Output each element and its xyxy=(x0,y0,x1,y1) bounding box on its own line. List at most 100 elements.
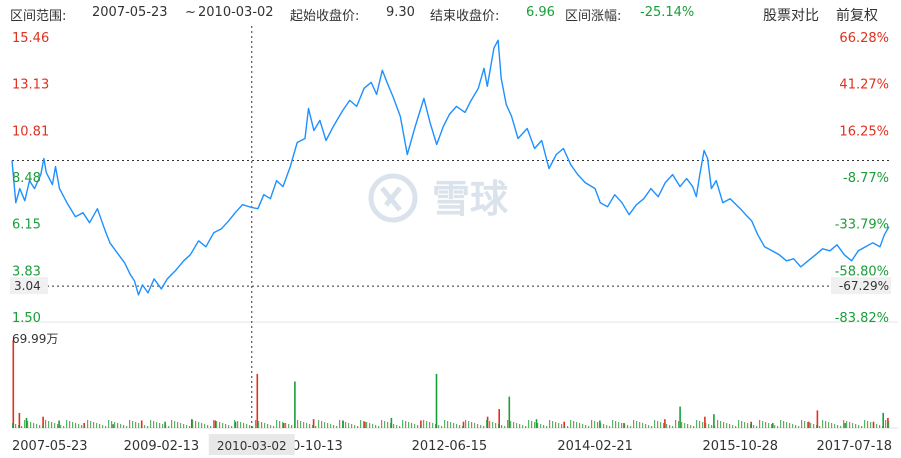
volume-bar xyxy=(867,421,869,428)
volume-bar xyxy=(60,425,62,428)
volume-bar xyxy=(549,420,551,428)
volume-bar xyxy=(417,425,419,428)
volume-bar xyxy=(492,422,494,428)
volume-bar xyxy=(15,424,17,428)
volume-bar xyxy=(168,426,170,428)
volume-bar xyxy=(354,425,356,428)
crosshair-percent-label: -67.29% xyxy=(831,277,891,295)
y-right-tick-label: 41.27% xyxy=(839,78,889,93)
volume-bar xyxy=(183,424,185,428)
volume-bar xyxy=(507,420,509,428)
volume-bar xyxy=(672,426,674,428)
volume-bar xyxy=(840,426,842,428)
volume-bar xyxy=(321,421,323,428)
volume-bar xyxy=(729,424,731,428)
crosshair-date-text: 2010-03-02 xyxy=(217,439,287,453)
volume-bar xyxy=(576,422,578,428)
volume-bar xyxy=(165,425,167,428)
volume-bar xyxy=(261,422,263,428)
volume-bar xyxy=(753,425,755,428)
volume-bar xyxy=(759,420,761,428)
volume-bar xyxy=(693,426,695,428)
volume-bar xyxy=(639,422,641,428)
volume-bar xyxy=(138,423,140,428)
volume-bar xyxy=(342,421,344,428)
volume-bar xyxy=(633,420,635,428)
volume-bar xyxy=(804,421,806,428)
volume-bar xyxy=(78,424,80,428)
volume-bar xyxy=(624,424,626,428)
volume-bar xyxy=(887,417,889,428)
volume-bar xyxy=(336,426,338,428)
volume-bar xyxy=(510,421,512,428)
x-tick-label: 2017-07-18 xyxy=(816,439,892,454)
volume-bar xyxy=(690,425,692,428)
volume-bar xyxy=(837,425,839,428)
volume-bar xyxy=(144,425,146,428)
y-left-tick-label: 10.81 xyxy=(12,124,49,139)
volume-bar xyxy=(819,426,821,428)
volume-bar xyxy=(654,420,656,428)
volume-bar xyxy=(435,424,437,428)
volume-bar xyxy=(372,424,374,428)
volume-bar xyxy=(414,424,416,428)
volume-bar xyxy=(327,423,329,428)
volume-bar xyxy=(696,420,698,428)
volume-bar xyxy=(256,373,259,428)
volume-bar xyxy=(57,424,59,428)
volume-bar xyxy=(42,416,44,428)
volume-bar xyxy=(459,425,461,428)
volume-bar xyxy=(462,426,464,428)
volume-bar xyxy=(288,424,290,428)
volume-bar xyxy=(330,424,332,428)
volume-bar xyxy=(516,423,518,428)
volume-bar xyxy=(243,423,245,428)
volume-bars xyxy=(12,340,890,428)
volume-bar xyxy=(450,422,452,428)
volume-bar xyxy=(714,426,716,428)
volume-bar xyxy=(486,420,488,428)
volume-bar xyxy=(294,381,296,428)
volume-bar xyxy=(825,421,827,428)
y-right-tick-label: -58.80% xyxy=(835,264,889,279)
volume-bar xyxy=(420,426,422,428)
volume-bar xyxy=(222,423,224,428)
volume-bar xyxy=(807,422,809,428)
volume-bar xyxy=(276,420,278,428)
volume-bar xyxy=(339,420,341,428)
volume-bar xyxy=(111,421,113,428)
volume-bar xyxy=(717,420,719,428)
volume-bar xyxy=(489,421,491,428)
y-right-tick-label: 66.28% xyxy=(839,31,889,46)
volume-bar xyxy=(708,424,710,428)
volume-bar xyxy=(225,424,227,428)
volume-bar xyxy=(630,426,632,428)
volume-bar xyxy=(669,425,671,428)
volume-bar xyxy=(813,424,815,428)
volume-bar xyxy=(387,422,389,428)
volume-bar xyxy=(156,422,158,428)
volume-bar xyxy=(618,422,620,428)
range-end-date: 2010-03-02 xyxy=(198,5,274,20)
y-right-tick-label: -83.82% xyxy=(835,311,889,326)
volume-bar xyxy=(594,421,596,428)
volume-bar xyxy=(234,421,237,428)
volume-bar xyxy=(513,422,515,428)
volume-bar xyxy=(546,426,548,428)
y-left-tick-label: 3.83 xyxy=(12,264,41,279)
volume-bar xyxy=(408,422,410,428)
stock-compare-button[interactable]: 股票对比 xyxy=(763,8,819,24)
volume-bar xyxy=(780,420,782,428)
volume-bar xyxy=(828,422,830,428)
x-tick-label: 2015-10-28 xyxy=(703,439,779,454)
volume-bar xyxy=(504,426,506,428)
volume-bar xyxy=(471,422,473,428)
volume-bar xyxy=(234,420,236,428)
price-adjust-button[interactable]: 前复权 xyxy=(836,8,878,24)
volume-bar xyxy=(535,419,538,428)
volume-bar xyxy=(162,424,164,428)
volume-bar xyxy=(801,420,803,428)
volume-bar xyxy=(252,426,254,428)
volume-bar xyxy=(324,422,326,428)
